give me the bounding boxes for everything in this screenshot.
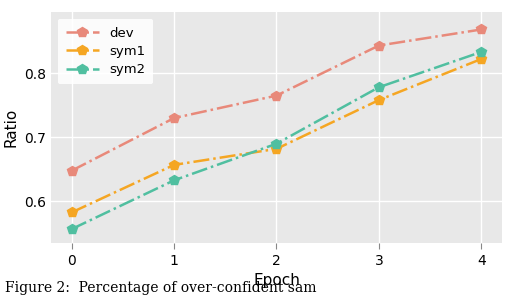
sym2 xyxy=(478,50,484,54)
Line: sym1: sym1 xyxy=(67,54,486,217)
sym2 xyxy=(273,142,280,146)
dev xyxy=(273,94,280,97)
dev xyxy=(478,28,484,31)
sym1 xyxy=(273,147,280,151)
X-axis label: Epoch: Epoch xyxy=(253,273,300,288)
sym1 xyxy=(478,57,484,61)
dev xyxy=(376,44,382,47)
sym1 xyxy=(69,211,75,214)
Line: dev: dev xyxy=(67,25,486,175)
dev xyxy=(171,116,177,120)
sym1 xyxy=(376,98,382,102)
Y-axis label: Ratio: Ratio xyxy=(4,108,19,147)
sym2 xyxy=(376,85,382,89)
sym2 xyxy=(69,227,75,231)
Text: Figure 2:  Percentage of over-confident sam: Figure 2: Percentage of over-confident s… xyxy=(5,281,316,295)
Legend: dev, sym1, sym2: dev, sym1, sym2 xyxy=(58,19,153,84)
sym2 xyxy=(171,178,177,182)
sym1 xyxy=(171,163,177,167)
Line: sym2: sym2 xyxy=(67,47,486,234)
dev xyxy=(69,169,75,172)
